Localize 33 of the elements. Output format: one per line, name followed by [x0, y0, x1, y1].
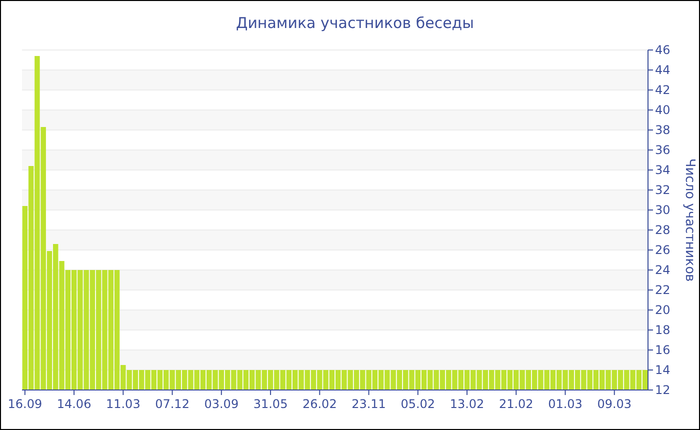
x-tick-label: 31.05	[253, 397, 288, 411]
x-tick-label: 01.03	[548, 397, 582, 411]
x-tick-label: 11.03	[106, 397, 140, 411]
y-tick-label: 42	[655, 83, 670, 97]
x-tick-label: 03.09	[204, 397, 239, 411]
x-tick-label: 26.02	[302, 397, 337, 411]
y-tick-label: 26	[655, 243, 670, 257]
y-tick-label: 32	[655, 183, 670, 197]
y-tick-label: 14	[655, 363, 670, 377]
y-tick-label: 16	[655, 343, 670, 357]
y-tick-label: 12	[655, 383, 670, 397]
x-tick-label: 16.09	[8, 397, 42, 411]
y-tick-label: 46	[655, 43, 670, 57]
y-tick-label: 28	[655, 223, 670, 237]
y-tick-label: 30	[655, 203, 670, 217]
y-tick-label: 20	[655, 303, 670, 317]
x-tick-label: 13.02	[450, 397, 484, 411]
x-tick-label: 23.11	[352, 397, 386, 411]
y-tick-label: 44	[655, 63, 670, 77]
y-tick-label: 40	[655, 103, 670, 117]
y-tick-label: 22	[655, 283, 670, 297]
x-tick-label: 07.12	[155, 397, 190, 411]
x-tick-label: 21.02	[498, 397, 534, 411]
y-tick-label: 24	[655, 263, 670, 277]
y-tick-label: 36	[655, 143, 670, 157]
y-tick-label: 34	[655, 163, 670, 177]
x-tick-label: 05.02	[400, 397, 436, 411]
chart-title: Динамика участников беседы	[236, 14, 474, 32]
y-axis-title: Число участников	[682, 158, 697, 282]
y-tick-label: 38	[655, 123, 670, 137]
y-tick-label: 18	[655, 323, 670, 337]
x-tick-label: 14.06	[56, 397, 92, 411]
x-tick-label: 09.03	[597, 397, 632, 411]
